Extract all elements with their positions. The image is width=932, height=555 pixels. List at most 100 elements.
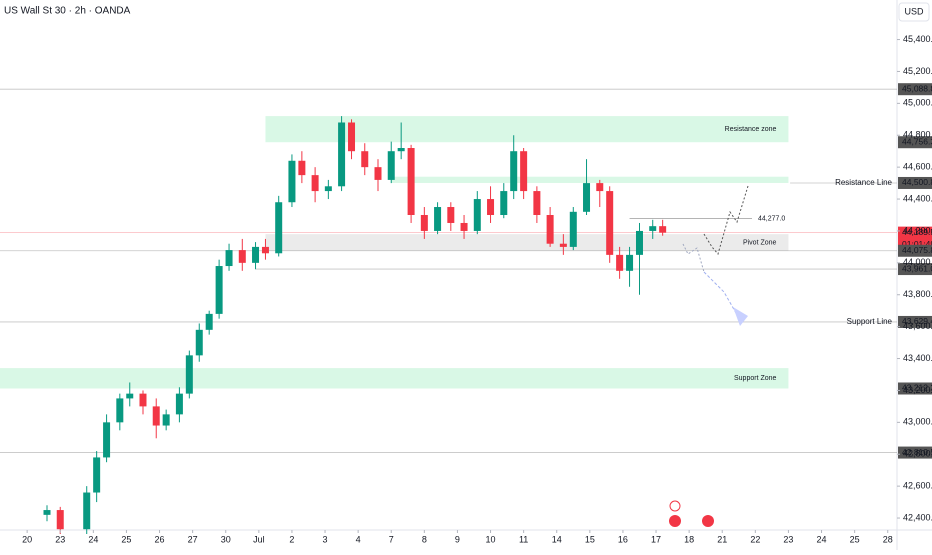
y-tick-label: 43,800.0 xyxy=(903,289,932,299)
zone xyxy=(0,368,789,389)
currency[interactable]: USD xyxy=(904,6,924,16)
candle-body xyxy=(447,207,455,223)
event-icon[interactable] xyxy=(669,515,681,527)
candle-body xyxy=(126,393,134,399)
candle-body xyxy=(374,167,382,180)
candle-body xyxy=(626,254,634,271)
candle-body xyxy=(616,254,624,271)
candle-body xyxy=(195,329,203,356)
x-tick-label: 27 xyxy=(188,534,198,544)
y-tick-label: 42,400.0 xyxy=(903,512,932,522)
candle-body xyxy=(500,191,508,215)
y-tick-label: 45,400.0 xyxy=(903,34,932,44)
candle-body xyxy=(275,202,283,254)
x-tick-label: 24 xyxy=(817,534,827,544)
candle-body xyxy=(252,246,260,263)
candle-body xyxy=(225,250,233,267)
candle-body xyxy=(510,151,518,192)
x-tick-label: 16 xyxy=(618,534,628,544)
price-tag-label: 44,756.3 xyxy=(902,136,932,146)
price-tag-label: 42,810.5 xyxy=(902,447,932,457)
candle-body xyxy=(569,211,577,247)
candle-body xyxy=(596,183,604,192)
candle-body xyxy=(559,243,567,247)
candle-body xyxy=(324,186,332,192)
candle-body xyxy=(397,148,405,152)
zone xyxy=(265,234,789,251)
candle-body xyxy=(361,151,369,168)
price-tag xyxy=(898,315,932,328)
price-tag-label: 44,075.8 xyxy=(902,245,932,255)
candle-body xyxy=(338,122,346,187)
y-tick-label: 43,400.0 xyxy=(903,353,932,363)
y-tick-label: 44,200.0 xyxy=(903,225,932,235)
x-tick-label: Jul xyxy=(253,534,265,544)
x-tick-label: 15 xyxy=(585,534,595,544)
x-tick-label: 22 xyxy=(750,534,760,544)
x-tick-label: 18 xyxy=(684,534,694,544)
price-tag xyxy=(898,446,932,459)
zone xyxy=(391,176,789,183)
candle-body xyxy=(238,250,246,263)
candle-body xyxy=(606,191,614,255)
candle-body xyxy=(649,226,657,231)
candle-body xyxy=(635,230,643,255)
x-tick-label: 9 xyxy=(455,534,460,544)
zone-label: Resistance zone xyxy=(725,126,777,133)
currency-box[interactable] xyxy=(898,2,930,22)
candle-body xyxy=(298,160,306,176)
price-tag xyxy=(898,244,932,257)
candle-body xyxy=(420,214,428,231)
projection-path xyxy=(682,243,705,273)
y-tick-label: 45,000.0 xyxy=(903,98,932,108)
x-tick-label: 8 xyxy=(422,534,427,544)
price-tag xyxy=(898,263,932,276)
x-tick-label: 25 xyxy=(121,534,131,544)
candle-body xyxy=(533,191,541,215)
x-tick-label: 14 xyxy=(552,534,562,544)
y-tick-label: 44,000.0 xyxy=(903,257,932,267)
candle-body xyxy=(473,199,481,231)
y-tick-label: 44,800.0 xyxy=(903,130,932,140)
candle-body xyxy=(407,148,415,215)
candle-body xyxy=(83,492,91,530)
candle-body xyxy=(311,175,319,192)
y-tick-label: 42,600.0 xyxy=(903,481,932,491)
y-tick-label: 43,000.0 xyxy=(903,417,932,427)
x-tick-label: 28 xyxy=(883,534,893,544)
price-tag xyxy=(898,382,932,395)
price-tag-label: 45,088.8 xyxy=(902,83,932,93)
price-tag-label: 44,189.5 xyxy=(902,227,932,237)
x-tick-label: 10 xyxy=(486,534,496,544)
x-tick-label: 21 xyxy=(717,534,727,544)
level-name: Resistance Line xyxy=(835,178,892,187)
event-icon[interactable] xyxy=(669,500,681,512)
candle-body xyxy=(56,510,64,530)
target-label: 44,277.0 xyxy=(758,216,785,223)
candle-body xyxy=(583,183,591,212)
price-tag xyxy=(898,136,932,149)
event-icon[interactable] xyxy=(702,515,714,527)
candle-body xyxy=(152,406,160,426)
candle-body xyxy=(116,398,124,423)
candle-body xyxy=(387,151,395,180)
price-tag xyxy=(898,176,932,189)
candle-body xyxy=(460,222,468,231)
x-tick-label: 23 xyxy=(783,534,793,544)
x-tick-label: 25 xyxy=(850,534,860,544)
price-tag-label: 44,500.8 xyxy=(902,177,932,187)
y-tick-label: 42,800.0 xyxy=(903,449,932,459)
candle-body xyxy=(103,422,111,458)
x-tick-label: 23 xyxy=(55,534,65,544)
candle-body xyxy=(520,151,528,192)
zone-label: Support Zone xyxy=(734,375,777,382)
candle-body xyxy=(175,393,183,415)
candle-body xyxy=(139,393,147,407)
price-tag-label: 43,961.0 xyxy=(902,263,932,273)
projection-path xyxy=(703,185,749,256)
x-tick-label: 2 xyxy=(289,534,294,544)
level-name: Support Line xyxy=(847,317,893,326)
candle-body xyxy=(205,313,213,330)
x-tick-label: 11 xyxy=(519,534,528,544)
